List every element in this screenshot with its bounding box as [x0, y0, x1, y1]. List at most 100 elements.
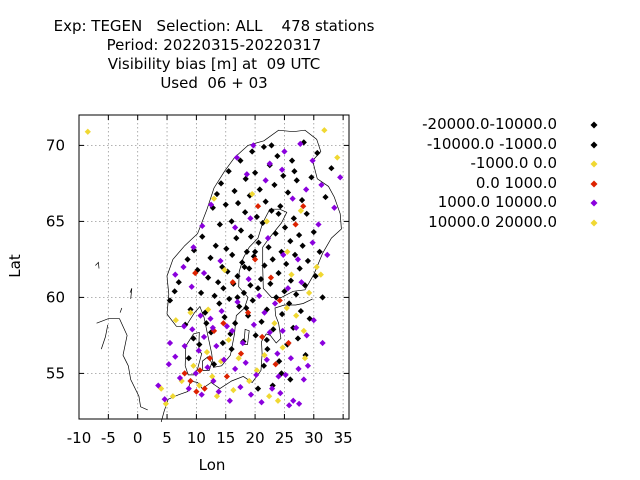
- station-point: [203, 349, 211, 356]
- station-point: [192, 269, 199, 277]
- station-point: [199, 233, 206, 240]
- station-point: [234, 200, 242, 207]
- coastline-path: [243, 328, 250, 345]
- station-point: [302, 352, 309, 359]
- station-point: [166, 297, 174, 304]
- station-point: [207, 315, 214, 322]
- station-point: [271, 181, 278, 189]
- station-point: [190, 335, 197, 342]
- station-point: [176, 374, 184, 382]
- station-point: [282, 371, 289, 379]
- station-point: [272, 230, 279, 237]
- y-tick-label: 70: [46, 136, 65, 154]
- station-point: [290, 215, 297, 222]
- station-point: [212, 242, 219, 249]
- station-point: [217, 257, 224, 265]
- x-tick-label: 25: [275, 429, 294, 447]
- station-point: [300, 139, 307, 146]
- station-point: [290, 397, 297, 404]
- station-point: [291, 168, 298, 175]
- station-point: [279, 344, 286, 351]
- station-point: [247, 282, 254, 289]
- station-point: [213, 393, 221, 400]
- station-point: [310, 228, 317, 236]
- x-tick-label: 10: [187, 429, 206, 447]
- station-point: [250, 321, 258, 328]
- station-point: [196, 341, 203, 348]
- legend-label: 10000.0 20000.0: [428, 212, 557, 231]
- station-point: [221, 314, 228, 321]
- station-point: [180, 263, 187, 271]
- station-point: [210, 327, 218, 334]
- station-point: [263, 356, 270, 363]
- station-point: [300, 327, 307, 334]
- station-point: [240, 289, 248, 296]
- coastline-path: [166, 129, 342, 368]
- station-point: [267, 274, 275, 281]
- station-point: [234, 294, 241, 301]
- station-point: [263, 336, 270, 344]
- station-point: [169, 393, 177, 400]
- station-point: [225, 168, 232, 175]
- x-tick-label: -5: [101, 429, 116, 447]
- station-point: [271, 300, 279, 307]
- station-point: [198, 391, 205, 398]
- station-point: [232, 365, 239, 372]
- station-point: [279, 327, 286, 334]
- station-point: [158, 385, 165, 392]
- station-point: [328, 165, 335, 172]
- station-point: [321, 127, 328, 134]
- station-point: [281, 224, 289, 231]
- station-point: [275, 269, 282, 277]
- coastline-path: [119, 307, 123, 313]
- y-tick-label: 55: [46, 364, 65, 382]
- station-point: [263, 218, 270, 225]
- station-point: [277, 390, 284, 397]
- x-tick-label: 35: [334, 429, 353, 447]
- station-point: [278, 311, 286, 318]
- legend-marker: [590, 121, 598, 129]
- station-point: [237, 350, 245, 357]
- station-point: [303, 332, 310, 339]
- station-point: [216, 221, 223, 228]
- station-point: [298, 279, 305, 286]
- station-point: [284, 285, 292, 292]
- station-point: [196, 367, 204, 374]
- station-point: [262, 198, 269, 205]
- coastline-path: [129, 288, 133, 299]
- legend-marker: [590, 199, 598, 207]
- station-point: [319, 339, 326, 347]
- station-point: [266, 160, 273, 167]
- station-point: [315, 221, 322, 228]
- x-axis-label: Lon: [199, 456, 226, 474]
- station-point: [259, 333, 266, 341]
- station-point: [316, 248, 323, 255]
- station-point: [215, 279, 222, 286]
- station-point: [260, 362, 267, 369]
- x-tick-label: 15: [216, 429, 235, 447]
- station-point: [293, 291, 300, 298]
- station-point: [239, 339, 246, 347]
- station-point: [206, 355, 213, 362]
- station-point: [313, 263, 320, 271]
- station-point: [334, 154, 341, 161]
- station-point: [287, 355, 294, 362]
- station-point: [304, 257, 312, 265]
- station-point: [283, 304, 290, 312]
- station-point: [185, 385, 192, 392]
- station-point: [245, 276, 252, 283]
- y-tick-label: 65: [46, 212, 65, 230]
- station-point: [293, 324, 300, 331]
- y-tick-label: 60: [46, 288, 65, 306]
- station-point: [281, 148, 288, 155]
- plot-border: [78, 114, 350, 420]
- station-point: [200, 269, 208, 277]
- station-point: [189, 326, 196, 333]
- station-point: [205, 306, 212, 313]
- station-point: [288, 157, 296, 164]
- station-point: [232, 224, 239, 231]
- station-point: [297, 307, 304, 315]
- station-point: [274, 397, 282, 404]
- legend-label: -20000.0-10000.0: [422, 115, 557, 133]
